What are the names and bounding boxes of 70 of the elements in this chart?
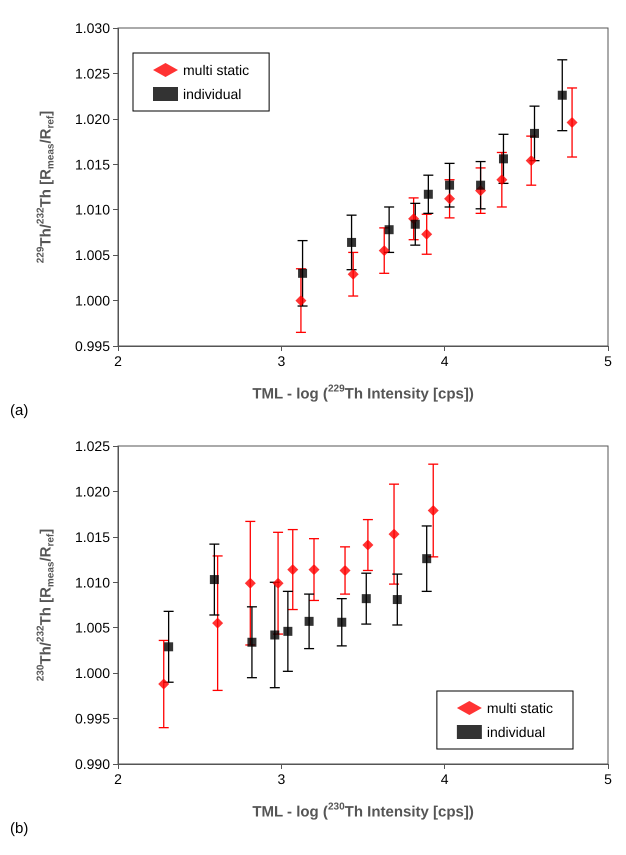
point [287,564,298,576]
point [283,626,292,636]
y-tick-label: 1.015 [74,528,110,545]
point [164,642,174,652]
point [498,154,508,164]
point [304,616,314,626]
point [378,245,390,256]
y-tick-label: 1.030 [74,20,110,36]
point [340,564,351,576]
x-tick-label: 2 [114,771,122,787]
point [424,190,433,199]
point [558,90,567,100]
y-tick-label: 1.020 [74,483,110,500]
x-tick-label: 2 [114,353,122,369]
x-tick-label: 3 [277,771,286,787]
y-tick-label: 0.995 [74,338,110,354]
y-tick-label: 1.025 [74,65,110,82]
point [496,174,508,186]
point [210,575,219,584]
point [476,180,486,190]
point [247,638,256,647]
y-tick-label: 1.000 [74,292,110,309]
point [270,630,280,640]
point [295,295,306,306]
y-tick-label: 1.000 [74,665,110,682]
y-tick-label: 1.025 [74,438,110,454]
point [298,268,308,278]
point [348,268,359,280]
y-axis-title: 229Th/232Th [Rmeas/Rref] [36,110,56,264]
point [530,128,539,138]
point [308,564,320,576]
point [445,180,454,190]
point [384,225,394,234]
legend-label: individual [486,724,546,740]
legend-label: multi static [183,62,250,78]
y-tick-label: 1.020 [74,110,110,127]
point [410,220,420,229]
point [392,595,402,604]
x-tick-label: 5 [604,353,612,369]
x-tick-label: 5 [604,771,612,787]
point [428,505,439,516]
point [362,540,374,551]
point [422,554,432,564]
legend-label: multi static [486,700,553,716]
point [272,578,284,589]
point [212,618,224,629]
y-tick-label: 1.005 [74,620,110,636]
y-tick-label: 1.005 [74,247,110,264]
x-tick-label: 3 [277,353,286,369]
y-tick-label: 1.010 [74,202,110,218]
text: (b) [10,820,28,837]
point [566,116,578,128]
legend-label: individual [183,86,242,102]
point [337,618,346,627]
point [526,155,537,166]
text: (a) [10,402,28,419]
point [158,678,170,690]
y-tick-label: 0.995 [74,710,110,727]
x-tick-label: 4 [440,771,449,787]
y-tick-label: 1.015 [74,156,110,172]
point [347,238,356,247]
point [244,578,256,589]
x-tick-label: 4 [440,353,449,369]
point [388,528,400,540]
y-axis-title: 230Th/232Th [Rmeas/Rref] [36,528,56,682]
point [444,193,456,204]
point [362,594,371,604]
point [421,228,432,240]
y-tick-label: 1.010 [74,574,110,590]
y-tick-label: 0.990 [74,756,110,772]
